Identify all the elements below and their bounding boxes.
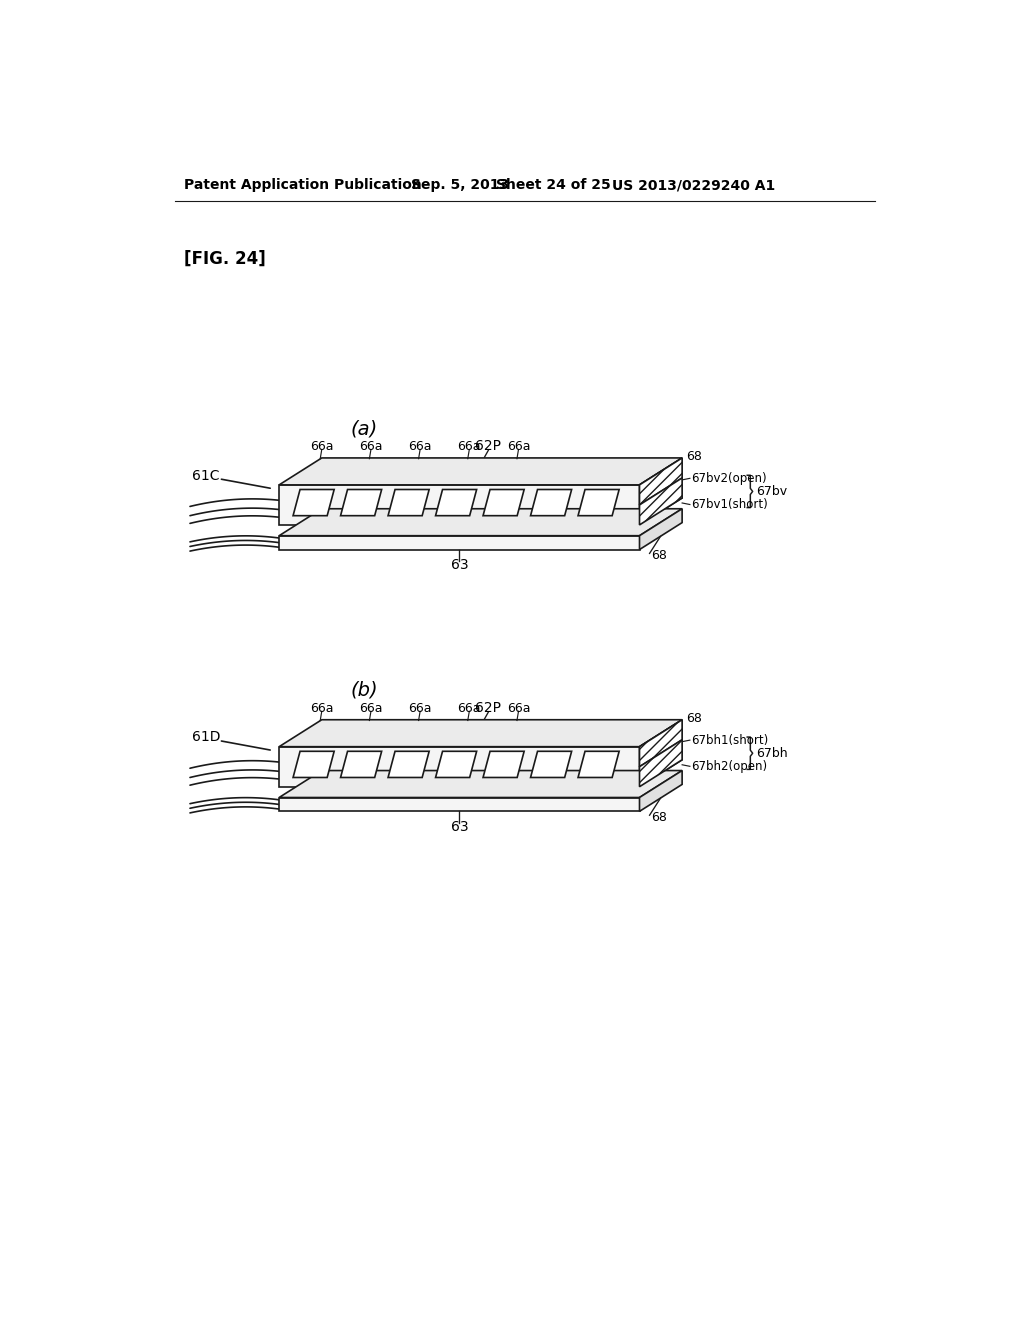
Polygon shape xyxy=(640,458,682,506)
Text: (a): (a) xyxy=(351,420,378,438)
Text: Sheet 24 of 25: Sheet 24 of 25 xyxy=(496,178,611,193)
Text: 62P: 62P xyxy=(475,440,502,453)
Polygon shape xyxy=(435,751,476,777)
Text: 66a: 66a xyxy=(458,702,481,714)
Text: 61C: 61C xyxy=(193,469,220,483)
Text: US 2013/0229240 A1: US 2013/0229240 A1 xyxy=(612,178,775,193)
Text: 66a: 66a xyxy=(310,440,334,453)
Text: 66a: 66a xyxy=(359,440,383,453)
Polygon shape xyxy=(388,751,429,777)
Text: 63: 63 xyxy=(451,820,468,834)
Text: 66a: 66a xyxy=(507,702,530,714)
Polygon shape xyxy=(435,490,476,516)
Text: 67bv2(open): 67bv2(open) xyxy=(691,471,767,484)
Text: 67bv: 67bv xyxy=(756,484,786,498)
Text: 66a: 66a xyxy=(409,702,432,714)
Text: 67bv1(short): 67bv1(short) xyxy=(691,498,768,511)
Polygon shape xyxy=(280,797,640,812)
Text: 66a: 66a xyxy=(458,440,481,453)
Text: 67bh: 67bh xyxy=(756,747,787,760)
Polygon shape xyxy=(280,719,682,747)
Text: 67bh1(short): 67bh1(short) xyxy=(691,734,769,747)
Text: (b): (b) xyxy=(350,681,378,700)
Polygon shape xyxy=(579,751,620,777)
Polygon shape xyxy=(483,490,524,516)
Polygon shape xyxy=(640,719,682,767)
Polygon shape xyxy=(640,508,682,549)
Polygon shape xyxy=(388,490,429,516)
Text: 66a: 66a xyxy=(507,440,530,453)
Polygon shape xyxy=(640,458,682,525)
Text: 68: 68 xyxy=(686,450,701,463)
Text: [FIG. 24]: [FIG. 24] xyxy=(183,249,265,268)
Polygon shape xyxy=(530,751,571,777)
Polygon shape xyxy=(280,484,640,525)
Text: Patent Application Publication: Patent Application Publication xyxy=(183,178,422,193)
Text: 68: 68 xyxy=(651,549,667,562)
Polygon shape xyxy=(640,719,682,787)
Text: Sep. 5, 2013: Sep. 5, 2013 xyxy=(411,178,509,193)
Polygon shape xyxy=(341,751,382,777)
Text: 66a: 66a xyxy=(359,702,383,714)
Polygon shape xyxy=(341,490,382,516)
Polygon shape xyxy=(280,771,682,797)
Text: 67bh2(open): 67bh2(open) xyxy=(691,760,768,772)
Polygon shape xyxy=(640,739,682,787)
Polygon shape xyxy=(530,490,571,516)
Text: 62P: 62P xyxy=(475,701,502,715)
Polygon shape xyxy=(293,751,334,777)
Polygon shape xyxy=(280,508,682,536)
Text: 61D: 61D xyxy=(193,730,221,744)
Polygon shape xyxy=(280,747,640,787)
Polygon shape xyxy=(280,458,682,484)
Text: 68: 68 xyxy=(686,711,701,725)
Polygon shape xyxy=(280,536,640,549)
Polygon shape xyxy=(579,490,620,516)
Polygon shape xyxy=(483,751,524,777)
Text: 68: 68 xyxy=(651,810,667,824)
Polygon shape xyxy=(293,490,334,516)
Text: 66a: 66a xyxy=(409,440,432,453)
Text: 63: 63 xyxy=(451,558,468,572)
Polygon shape xyxy=(640,478,682,525)
Text: 66a: 66a xyxy=(310,702,334,714)
Polygon shape xyxy=(640,771,682,812)
